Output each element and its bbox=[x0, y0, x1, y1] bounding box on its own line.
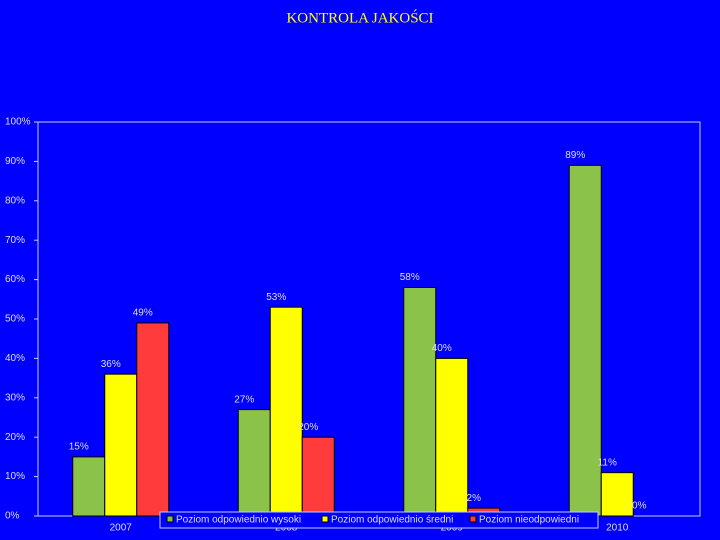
y-tick-label: 100% bbox=[5, 117, 31, 128]
y-tick-label: 0% bbox=[5, 511, 20, 522]
data-label: 36% bbox=[101, 359, 121, 370]
y-tick-label: 20% bbox=[5, 432, 25, 443]
data-label: 89% bbox=[565, 150, 585, 161]
legend-box bbox=[159, 511, 599, 529]
y-tick-label: 10% bbox=[5, 471, 25, 482]
legend-swatch bbox=[166, 515, 174, 523]
bar bbox=[269, 306, 303, 517]
x-tick-label: 2007 bbox=[110, 523, 133, 534]
bar bbox=[600, 472, 634, 517]
bar bbox=[403, 286, 437, 517]
bar bbox=[568, 164, 602, 517]
data-label: 58% bbox=[400, 272, 420, 283]
legend-swatch bbox=[321, 515, 329, 523]
bar bbox=[72, 456, 106, 517]
data-label: 11% bbox=[598, 457, 617, 468]
bar bbox=[301, 436, 335, 517]
data-label: 53% bbox=[266, 292, 286, 303]
y-tick-label: 50% bbox=[5, 314, 25, 325]
legend-label: Poziom nieodpowiedni bbox=[479, 515, 579, 526]
y-tick-label: 80% bbox=[5, 195, 25, 206]
legend-swatch bbox=[469, 515, 477, 523]
chart-title: KONTROLA JAKOŚCI bbox=[286, 9, 433, 26]
y-tick-label: 90% bbox=[5, 156, 25, 167]
legend-label: Poziom odpowiednio średni bbox=[331, 515, 453, 526]
x-tick-label: 2010 bbox=[606, 523, 629, 534]
data-label: 0% bbox=[632, 501, 647, 512]
y-tick-label: 40% bbox=[5, 353, 25, 364]
data-label: 49% bbox=[133, 308, 153, 319]
data-label: 15% bbox=[69, 442, 89, 453]
bar bbox=[104, 373, 138, 517]
data-label: 27% bbox=[234, 394, 254, 405]
data-label: 2% bbox=[467, 493, 482, 504]
data-label: 20% bbox=[298, 422, 318, 433]
legend-label: Poziom odpowiednio wysoki bbox=[176, 515, 301, 526]
y-tick-label: 30% bbox=[5, 392, 25, 403]
bar bbox=[136, 322, 170, 517]
y-tick-label: 60% bbox=[5, 274, 25, 285]
bar bbox=[435, 357, 469, 517]
bar bbox=[237, 409, 271, 517]
data-label: 40% bbox=[432, 343, 452, 354]
y-tick-label: 70% bbox=[5, 235, 25, 246]
